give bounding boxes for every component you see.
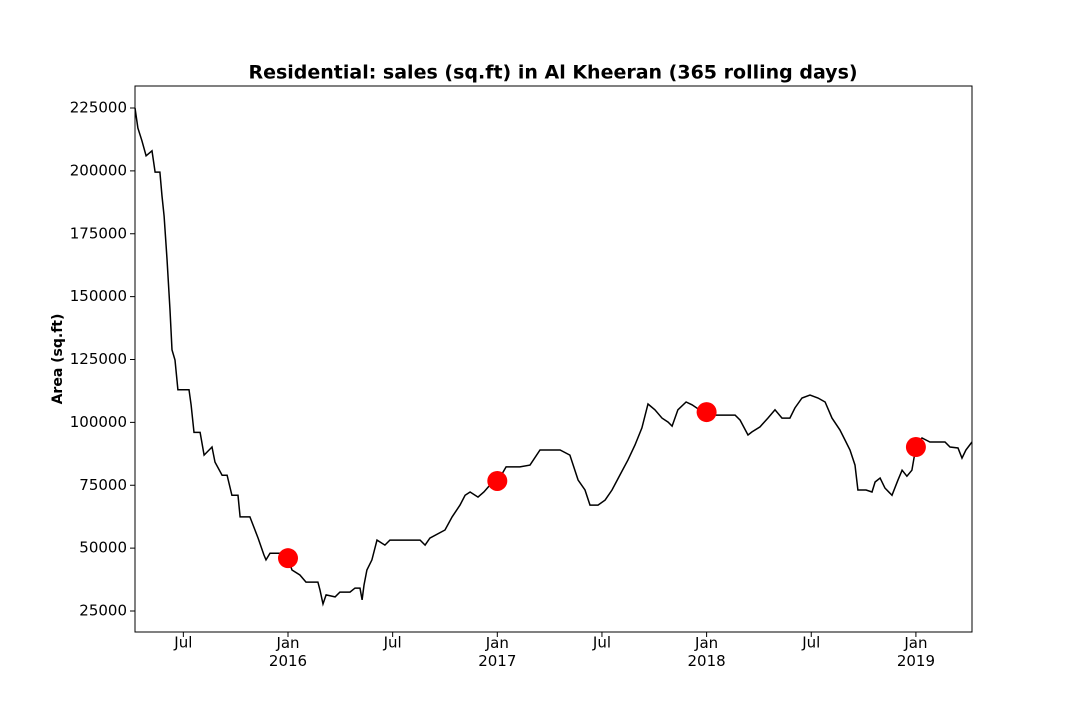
- x-tick-label: Jul: [801, 634, 820, 652]
- y-tick-label: 200000: [70, 161, 127, 179]
- y-tick-label: 150000: [70, 287, 127, 305]
- marker: [905, 437, 926, 458]
- y-tick-label: 50000: [79, 539, 127, 557]
- y-axis-label: Area (sq.ft): [50, 314, 66, 405]
- data-line: [134, 107, 973, 607]
- plot-frame: [134, 85, 973, 633]
- x-tick-label: Jan 2017: [478, 634, 516, 670]
- marker: [487, 470, 508, 491]
- x-tick-label: Jul: [592, 634, 611, 652]
- x-tick-label: Jan 2016: [269, 634, 307, 670]
- y-tick-label: 175000: [70, 224, 127, 242]
- marker: [696, 402, 717, 423]
- y-tick-label: 75000: [79, 476, 127, 494]
- y-tick-label: 125000: [70, 350, 127, 368]
- y-tick-label: 225000: [70, 99, 127, 117]
- y-tick-label: 100000: [70, 413, 127, 431]
- marker: [278, 548, 298, 569]
- x-tick-label: Jan 2018: [688, 634, 726, 670]
- x-tick-label: Jul: [173, 634, 192, 652]
- y-tick-label: 25000: [79, 602, 127, 620]
- x-tick-label: Jan 2019: [897, 634, 935, 670]
- x-tick-label: Jul: [383, 634, 402, 652]
- chart-title: Residential: sales (sq.ft) in Al Kheeran…: [248, 62, 857, 84]
